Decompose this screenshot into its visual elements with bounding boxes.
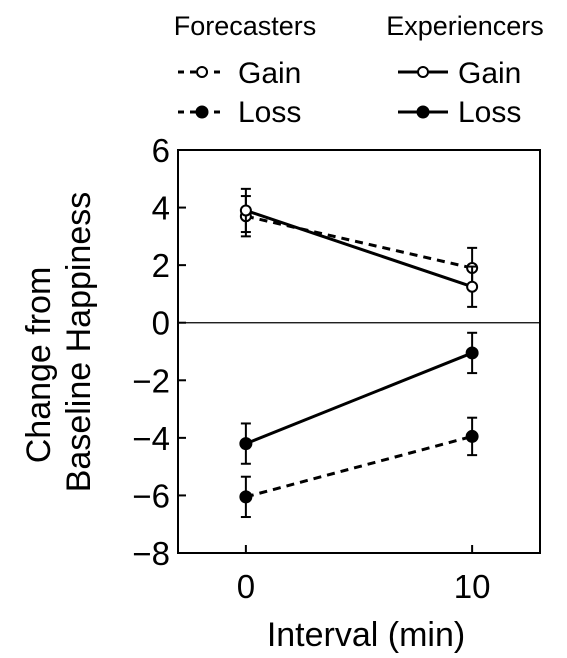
legend-marker-open: [417, 66, 429, 78]
legend-heading-experiencers: Experiencers: [386, 11, 544, 41]
legend-marker-filled: [416, 105, 430, 119]
series-line-forecasters-gain: [245, 214, 473, 270]
x-tick-label: 10: [454, 568, 491, 605]
legend-label-forecasters-gain: Gain: [238, 57, 301, 90]
y-tick-label: −2: [132, 362, 170, 399]
y-axis-title-line2: Baseline Happiness: [60, 192, 98, 493]
legend-item-forecasters-loss: Loss: [178, 96, 301, 129]
legend-marker-open: [196, 66, 208, 78]
series-layer: [239, 187, 479, 519]
y-axis-title-line1: Change from: [20, 267, 58, 464]
data-point-open: [239, 204, 252, 217]
legend-item-forecasters-gain: Gain: [178, 57, 301, 90]
legend-label-forecasters-loss: Loss: [238, 96, 301, 129]
axes: 6 4 2 0 −2 −4 −6 −8 0 10: [132, 132, 541, 605]
y-tick-label: 4: [152, 190, 170, 227]
legend-item-experiencers-loss: Loss: [398, 96, 521, 129]
legend-marker-filled: [195, 105, 209, 119]
data-point-open: [466, 280, 479, 293]
series-experiencers-gain: [239, 187, 479, 308]
data-point-filled: [239, 490, 253, 504]
legend-label-experiencers-gain: Gain: [458, 57, 521, 90]
legend: Forecasters Experiencers Gain Loss Gain …: [174, 11, 544, 129]
legend-label-experiencers-loss: Loss: [458, 96, 521, 129]
data-point-filled: [465, 346, 479, 360]
series-forecasters-loss: [239, 416, 479, 519]
series-forecasters-gain: [239, 195, 479, 290]
series-experiencers-loss: [239, 331, 479, 465]
plot-frame: [177, 149, 541, 554]
legend-item-experiencers-gain: Gain: [398, 57, 521, 90]
y-tick-label: 2: [152, 247, 170, 284]
series-line-experiencers-loss: [245, 351, 473, 446]
x-tick-label: 0: [237, 568, 255, 605]
y-tick-label: −8: [132, 535, 170, 572]
data-point-filled: [239, 437, 253, 451]
y-tick-label: 0: [152, 305, 170, 342]
y-tick-label: −6: [132, 477, 170, 514]
y-tick-label: −4: [132, 420, 170, 457]
series-line-experiencers-gain: [245, 209, 473, 289]
y-tick-label: 6: [152, 132, 170, 169]
data-point-filled: [465, 429, 479, 443]
x-axis-title: Interval (min): [267, 616, 465, 654]
legend-heading-forecasters: Forecasters: [174, 11, 317, 41]
series-line-forecasters-loss: [245, 434, 473, 499]
